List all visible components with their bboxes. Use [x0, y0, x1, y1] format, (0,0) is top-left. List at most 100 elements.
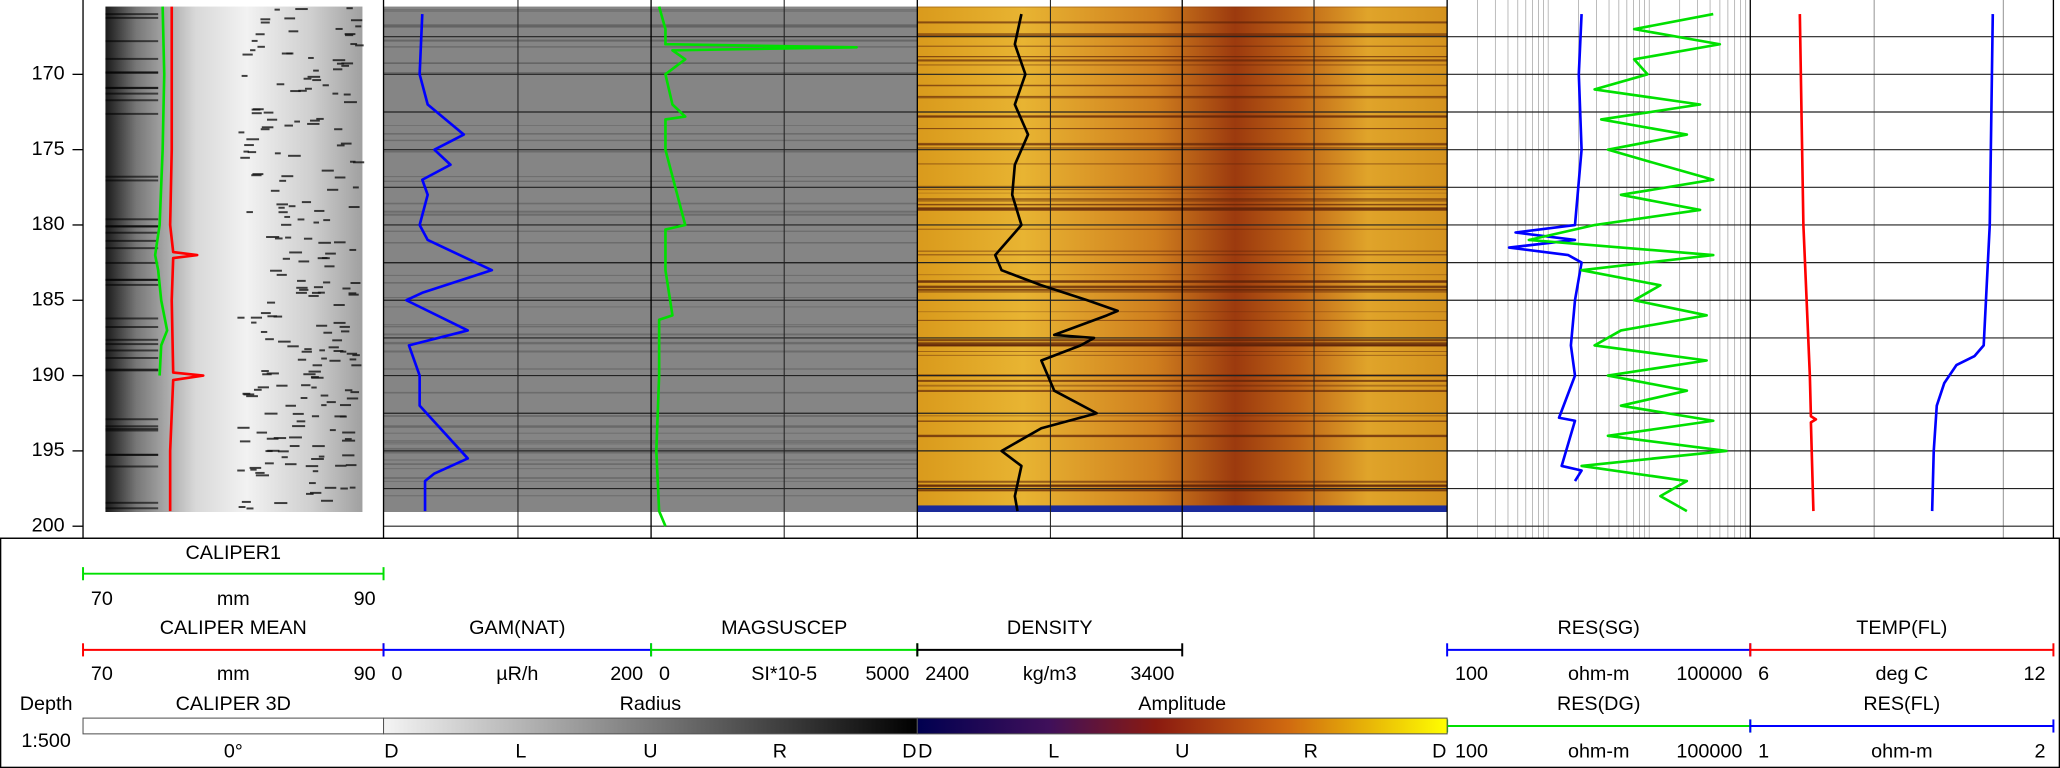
texture: [301, 201, 312, 204]
texture: [332, 339, 343, 342]
texture: [255, 33, 265, 36]
texture: [105, 368, 159, 371]
texture: [344, 438, 352, 441]
texture: [290, 90, 301, 93]
texture: [313, 286, 324, 289]
header-box: [0, 537, 2060, 768]
image-label: U: [643, 740, 657, 762]
curve: [153, 6, 169, 376]
texture: [241, 74, 248, 77]
texture: [349, 358, 357, 361]
texture: [105, 179, 159, 182]
curve-title: RES(FL): [1863, 693, 1940, 715]
texture: [329, 359, 341, 362]
curve: [1527, 12, 1728, 513]
texture: [278, 211, 288, 214]
texture: [348, 206, 360, 209]
image-label: R: [773, 740, 787, 762]
curve: [405, 13, 494, 512]
texture: [309, 119, 320, 122]
color-bar: [916, 717, 1448, 735]
texture: [260, 330, 268, 333]
texture: [355, 25, 362, 28]
texture: [242, 392, 251, 395]
texture: [352, 186, 359, 189]
texture: [284, 17, 296, 20]
scale-unit: ohm-m: [1568, 663, 1629, 685]
image-title: Radius: [620, 693, 682, 715]
texture: [334, 176, 346, 179]
texture: [260, 18, 271, 21]
texture: [266, 372, 279, 375]
texture: [346, 352, 358, 355]
texture: [281, 52, 293, 55]
texture: [274, 502, 288, 505]
texture: [289, 436, 302, 439]
image-label: R: [1304, 740, 1318, 762]
texture: [267, 315, 278, 318]
texture: [345, 464, 357, 467]
texture: [270, 189, 280, 192]
texture: [296, 420, 306, 423]
y-tick-label: 185: [32, 289, 65, 311]
texture: [256, 431, 268, 434]
texture: [349, 248, 357, 251]
texture: [105, 278, 159, 281]
texture: [340, 330, 350, 333]
texture: [250, 316, 263, 319]
texture: [261, 126, 274, 129]
texture: [333, 304, 345, 306]
texture: [289, 445, 300, 448]
texture: [260, 128, 270, 131]
texture: [333, 350, 344, 352]
texture: [266, 236, 280, 238]
scale-unit: SI*10-5: [751, 663, 817, 685]
texture: [292, 412, 304, 415]
texture: [324, 486, 337, 489]
texture: [324, 265, 335, 268]
texture: [308, 294, 319, 297]
texture: [251, 174, 262, 177]
texture: [276, 83, 285, 86]
y-tick-label: 195: [32, 439, 65, 461]
texture: [295, 291, 307, 294]
texture: [239, 440, 251, 443]
texture: [274, 152, 281, 155]
curve-title: DENSITY: [1007, 617, 1093, 639]
scale-unit: mm: [217, 588, 250, 610]
texture: [105, 225, 159, 228]
texture: [336, 144, 345, 147]
texture: [297, 279, 306, 282]
texture: [246, 138, 260, 141]
scale-unit: kg/m3: [1023, 663, 1077, 685]
texture: [282, 257, 290, 260]
image-label: D: [902, 740, 916, 762]
texture: [312, 445, 325, 448]
texture: [276, 384, 288, 387]
scale-max: 100000: [1676, 740, 1742, 762]
texture: [303, 77, 312, 80]
texture: [292, 425, 306, 428]
texture: [321, 169, 334, 172]
texture: [348, 293, 359, 296]
curve-title: TEMP(FL): [1856, 617, 1947, 639]
texture: [252, 173, 264, 176]
scale-min: 1: [1758, 740, 1769, 762]
texture: [327, 188, 339, 191]
scale-max: 200: [610, 663, 643, 685]
texture: [285, 404, 296, 407]
texture: [312, 364, 323, 367]
texture: [339, 415, 347, 418]
texture: [311, 376, 324, 379]
texture: [306, 492, 314, 495]
image-label: 0°: [224, 740, 243, 762]
image-label: L: [1048, 740, 1059, 762]
texture: [265, 338, 274, 341]
scale-min: 70: [91, 663, 113, 685]
texture: [317, 257, 330, 260]
caliper-image: [105, 6, 363, 512]
texture: [349, 486, 356, 489]
texture: [285, 236, 292, 239]
scale-min: 0: [659, 663, 670, 685]
texture: [294, 120, 300, 123]
